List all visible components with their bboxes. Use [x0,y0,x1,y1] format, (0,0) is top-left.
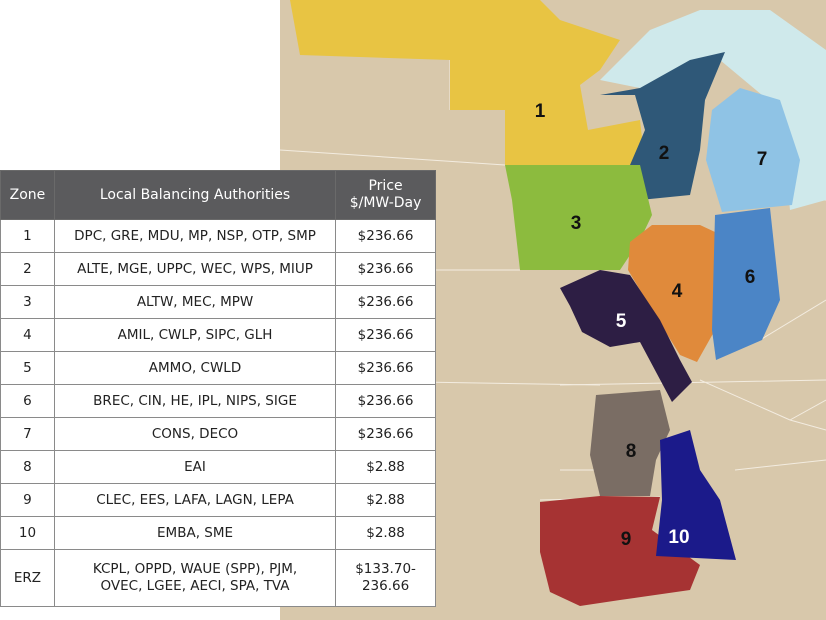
price-cell: $236.66 [335,219,436,253]
price-line1: $133.70- [355,561,416,577]
zone-label-10: 10 [668,527,689,548]
price-cell: $236.66 [335,351,436,385]
zone-cell: 2 [0,252,55,286]
zone-label-7: 7 [757,149,768,170]
header-zone: Zone [0,170,55,220]
table-row: 10 EMBA, SME $2.88 [0,516,436,550]
header-price-line2: $/MW-Day [349,195,422,211]
lba-cell: EAI [53,450,337,484]
lba-cell: CLEC, EES, LAFA, LAGN, LEPA [53,483,337,517]
lba-cell: CONS, DECO [53,417,337,451]
table-row: 7 CONS, DECO $236.66 [0,417,436,451]
lba-cell: BREC, CIN, HE, IPL, NIPS, SIGE [53,384,337,418]
lba-cell: ALTE, MGE, UPPC, WEC, WPS, MIUP [53,252,337,286]
zone-cell: ERZ [0,549,55,607]
zone-label-5: 5 [616,311,627,332]
zone-5-region [560,270,692,402]
header-price-line1: Price [368,178,403,194]
zone-cell: 3 [0,285,55,319]
table-row: 1 DPC, GRE, MDU, MP, NSP, OTP, SMP $236.66 [0,219,436,253]
zone-label-9: 9 [621,529,632,550]
zone-price-table: Zone Local Balancing Authorities Price $/… [0,170,436,607]
lba-cell: AMMO, CWLD [53,351,337,385]
zone-cell: 1 [0,219,55,253]
price-cell: $2.88 [335,450,436,484]
zone-cell: 10 [0,516,55,550]
price-cell: $2.88 [335,483,436,517]
lba-cell: ALTW, MEC, MPW [53,285,337,319]
table-row: 5 AMMO, CWLD $236.66 [0,351,436,385]
zone-cell: 5 [0,351,55,385]
zone-cell: 8 [0,450,55,484]
zone-2-region [600,52,725,200]
price-cell: $236.66 [335,417,436,451]
zone-label-6: 6 [745,267,756,288]
zone-9-region [540,496,700,606]
zone-8-region [590,390,670,496]
price-cell: $236.66 [335,252,436,286]
lba-cell: KCPL, OPPD, WAUE (SPP), PJM, OVEC, LGEE, … [53,549,337,607]
table-header-row: Zone Local Balancing Authorities Price $/… [0,170,436,220]
lba-cell: EMBA, SME [53,516,337,550]
zone-labels: 1 2 3 4 5 6 7 8 9 10 [535,101,768,550]
price-cell: $133.70- 236.66 [335,549,436,607]
zone-3-region [505,165,652,270]
great-lakes-water [600,10,826,210]
zone-label-2: 2 [659,143,670,164]
zone-7-region [706,88,800,212]
zone-10-region [656,430,736,560]
lba-cell: DPC, GRE, MDU, MP, NSP, OTP, SMP [53,219,337,253]
table-row: 6 BREC, CIN, HE, IPL, NIPS, SIGE $236.66 [0,384,436,418]
header-lba: Local Balancing Authorities [53,170,337,220]
table-row-erz: ERZ KCPL, OPPD, WAUE (SPP), PJM, OVEC, LG… [0,549,436,607]
zone-cell: 7 [0,417,55,451]
zone-label-8: 8 [626,441,637,462]
price-line2: 236.66 [361,578,410,594]
table-row: 8 EAI $2.88 [0,450,436,484]
price-cell: $236.66 [335,285,436,319]
zone-cell: 6 [0,384,55,418]
price-cell: $236.66 [335,384,436,418]
table-row: 4 AMIL, CWLP, SIPC, GLH $236.66 [0,318,436,352]
zone-label-3: 3 [571,213,582,234]
lba-cell: AMIL, CWLP, SIPC, GLH [53,318,337,352]
zone-4-region [628,225,715,362]
zone-cell: 9 [0,483,55,517]
zone-cell: 4 [0,318,55,352]
header-price: Price $/MW-Day [335,170,436,220]
price-cell: $236.66 [335,318,436,352]
zone-label-4: 4 [672,281,683,302]
table-row: 2 ALTE, MGE, UPPC, WEC, WPS, MIUP $236.66 [0,252,436,286]
zone-label-1: 1 [535,101,546,122]
price-cell: $2.88 [335,516,436,550]
lba-line2: OVEC, LGEE, AECI, SPA, TVA [100,578,290,594]
table-row: 9 CLEC, EES, LAFA, LAGN, LEPA $2.88 [0,483,436,517]
lba-line1: KCPL, OPPD, WAUE (SPP), PJM, [92,561,298,577]
zone-6-region [712,208,780,360]
table-row: 3 ALTW, MEC, MPW $236.66 [0,285,436,319]
zone-1-region [290,0,645,165]
